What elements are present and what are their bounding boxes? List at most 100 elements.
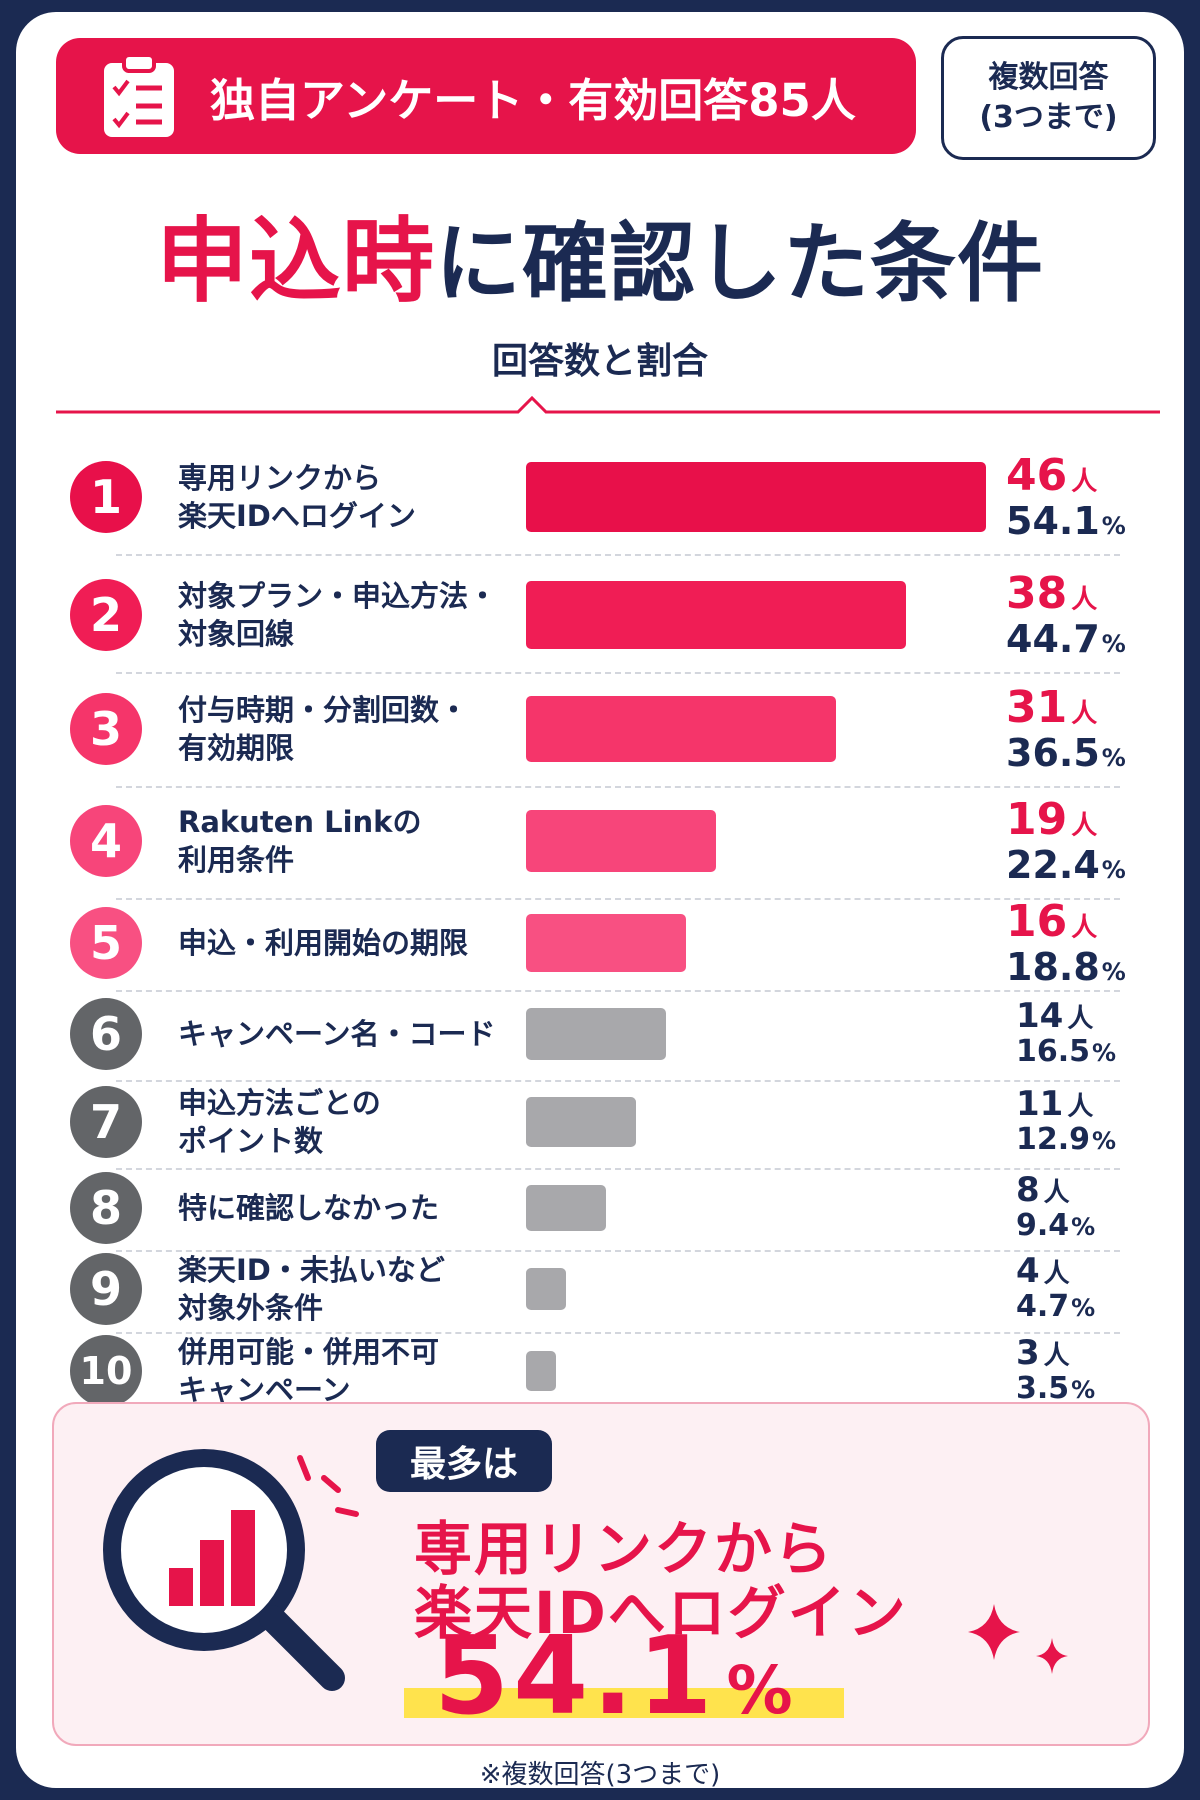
rank-badge: 3	[70, 693, 142, 765]
summary-percent-value: 54.1	[434, 1614, 717, 1739]
highlight-underline	[404, 1688, 844, 1718]
value-label: 16 人 18.8%	[1006, 896, 1156, 989]
percent-label: 3.5%	[1016, 1371, 1096, 1406]
bar	[526, 1185, 606, 1231]
chart-row: 10 併用可能・併用不可 キャンペーン 3 人 3.5%	[56, 1330, 1160, 1412]
bar	[526, 1351, 556, 1391]
footnote: ※複数回答(3つまで)	[479, 1760, 721, 1788]
most-badge: 最多は	[376, 1430, 553, 1492]
chart-row: 9 楽天ID・未払いなど 対象外条件 4 人 4.7%	[56, 1248, 1160, 1334]
chart-subtitle: 回答数と割合	[491, 341, 708, 382]
row-separator	[116, 554, 1120, 556]
value-label: 3 人 3.5%	[1016, 1336, 1166, 1404]
survey-label: 独自アンケート・有効回答85人	[210, 73, 856, 127]
rank-badge: 10	[70, 1335, 142, 1407]
row-label: 特に確認しなかった	[178, 1191, 440, 1225]
percent-label: 16.5%	[1016, 1034, 1117, 1069]
row-separator	[116, 1332, 1120, 1334]
multi-answer-box: 複数回答 (3つまで)	[941, 36, 1156, 160]
percent-label: 54.1%	[1006, 499, 1126, 543]
rank-badge: 7	[70, 1086, 142, 1158]
summary-line-1: 専用リンクから	[414, 1515, 835, 1583]
bar	[526, 914, 686, 972]
percent-label: 36.5%	[1006, 731, 1126, 775]
chart-row: 6 キャンペーン名・コード 14 人 16.5%	[56, 990, 1160, 1082]
count-label: 31 人	[1006, 682, 1098, 733]
row-separator	[116, 672, 1120, 674]
rank-badge: 1	[70, 461, 142, 533]
chart-row: 7 申込方法ごとの ポイント数 11 人 12.9%	[56, 1078, 1160, 1170]
row-separator	[116, 898, 1120, 900]
sparkle-icon	[968, 1604, 1068, 1674]
row-label: 対象プラン・申込方法・ 対象回線	[178, 579, 498, 651]
row-separator	[116, 1250, 1120, 1252]
survey-banner: 独自アンケート・有効回答85人	[56, 38, 916, 154]
percent-label: 12.9%	[1016, 1122, 1117, 1157]
percent-label: 22.4%	[1006, 843, 1126, 887]
value-label: 4 人 4.7%	[1016, 1254, 1166, 1322]
value-label: 14 人 16.5%	[1016, 999, 1166, 1067]
row-label: Rakuten Linkの 利用条件	[178, 805, 422, 877]
row-label: 申込方法ごとの ポイント数	[178, 1086, 381, 1158]
clipboard-checklist-icon	[104, 53, 174, 137]
magnifier-chart-icon	[103, 1449, 359, 1691]
count-label: 11 人	[1016, 1084, 1094, 1124]
rank-badge: 9	[70, 1253, 142, 1325]
row-separator	[116, 990, 1120, 992]
percent-label: 44.7%	[1006, 617, 1126, 661]
bar	[526, 1268, 566, 1310]
multi-answer-line1: 複数回答	[988, 59, 1109, 95]
divider-with-pointer	[56, 396, 1160, 414]
title-rest: に確認した条件	[435, 214, 1044, 314]
row-label: 付与時期・分割回数・ 有効期限	[178, 693, 469, 765]
bar	[526, 810, 716, 872]
chart-row: 1 専用リンクから 楽天IDへログイン 46 人 54.1%	[56, 442, 1160, 556]
count-label: 46 人	[1006, 450, 1098, 501]
chart-row: 3 付与時期・分割回数・ 有効期限 31 人 36.5%	[56, 674, 1160, 788]
bar	[526, 581, 906, 649]
rank-badge: 2	[70, 579, 142, 651]
chart-row: 8 特に確認しなかった 8 人 9.4%	[56, 1168, 1160, 1252]
row-label: 楽天ID・未払いなど 対象外条件	[178, 1253, 445, 1325]
rank-badge: 5	[70, 907, 142, 979]
summary-percent: 54.1%	[404, 1614, 844, 1739]
multi-answer-line2: (3つまで)	[979, 100, 1118, 135]
value-label: 11 人 12.9%	[1016, 1087, 1166, 1155]
row-label: 申込・利用開始の期限	[178, 926, 469, 960]
percent-label: 18.8%	[1006, 945, 1126, 989]
chart-row: 2 対象プラン・申込方法・ 対象回線 38 人 44.7%	[56, 560, 1160, 674]
bar	[526, 1097, 636, 1147]
percent-label: 9.4%	[1016, 1208, 1096, 1243]
value-label: 8 人 9.4%	[1016, 1173, 1166, 1241]
rank-badge: 4	[70, 805, 142, 877]
percent-label: 4.7%	[1016, 1289, 1096, 1324]
value-label: 38 人 44.7%	[1006, 568, 1156, 661]
row-separator	[116, 1080, 1120, 1082]
summary-panel: 最多は 専用リンクから 楽天IDへログイン 54.1%	[52, 1402, 1150, 1746]
title-highlight: 申込時	[155, 208, 435, 315]
count-label: 16 人	[1006, 896, 1098, 947]
chart-row: 4 Rakuten Linkの 利用条件 19 人 22.4%	[56, 786, 1160, 900]
value-label: 19 人 22.4%	[1006, 794, 1156, 887]
row-separator	[116, 1168, 1120, 1170]
row-label: 専用リンクから 楽天IDへログイン	[178, 461, 416, 533]
summary-line-2: 楽天IDへログイン	[414, 1579, 908, 1647]
rank-badge: 8	[70, 1172, 142, 1244]
page-title: 申込時に確認した条件	[16, 187, 1184, 320]
bar	[526, 462, 986, 532]
infographic-card: 独自アンケート・有効回答85人 複数回答 (3つまで) 申込時に確認した条件 回…	[16, 12, 1184, 1788]
value-label: 46 人 54.1%	[1006, 450, 1156, 543]
bar	[526, 1008, 666, 1060]
bar	[526, 696, 836, 762]
count-label: 14 人	[1016, 996, 1094, 1036]
row-label: キャンペーン名・コード	[178, 1017, 496, 1051]
row-separator	[116, 786, 1120, 788]
count-label: 38 人	[1006, 568, 1098, 619]
rank-badge: 6	[70, 998, 142, 1070]
summary-percent-unit: %	[726, 1652, 797, 1729]
chart-row: 5 申込・利用開始の期限 16 人 18.8%	[56, 896, 1160, 992]
count-label: 19 人	[1006, 794, 1098, 845]
